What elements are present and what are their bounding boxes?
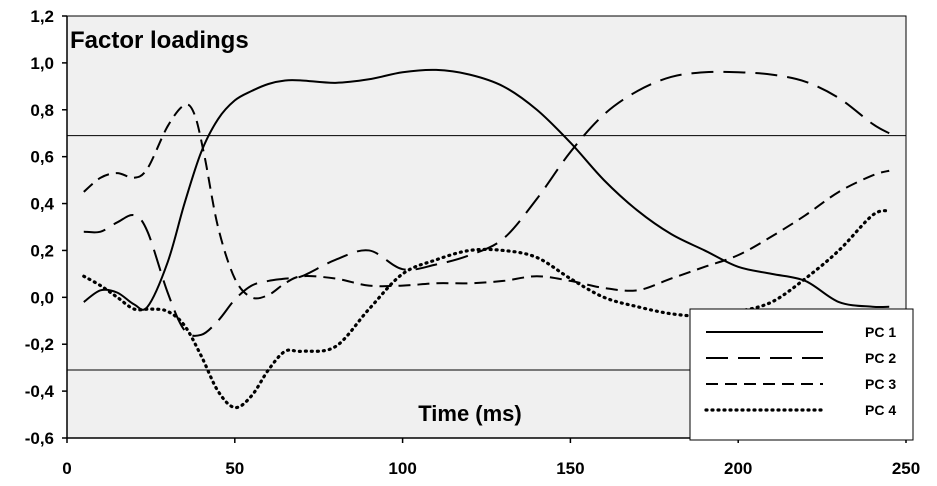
legend: PC 1 PC 2 PC 3 PC 4	[689, 308, 914, 441]
series-line-pc-2	[83, 70, 890, 337]
x-tick-label: 0	[62, 459, 71, 478]
y-tick-label: 1,0	[30, 54, 54, 73]
y-tick-label: -0,2	[25, 335, 54, 354]
y-tick-label: 0,6	[30, 148, 54, 167]
legend-label: PC 3	[865, 376, 896, 392]
series-line-pc-1	[83, 68, 890, 311]
series-line-pc-3	[83, 103, 890, 300]
x-tick-label: 200	[724, 459, 752, 478]
y-tick-label: 0,4	[30, 195, 54, 214]
x-tick-label: 250	[892, 459, 920, 478]
chart-title: Factor loadings	[70, 27, 249, 54]
y-tick-label: 1,2	[30, 7, 54, 26]
legend-box	[689, 308, 914, 441]
y-tick-label: 0,8	[30, 101, 54, 120]
legend-label: PC 4	[865, 402, 896, 418]
legend-label: PC 1	[865, 324, 896, 340]
y-tick-label: 0,0	[30, 288, 54, 307]
x-axis-label: Time (ms)	[418, 401, 522, 426]
x-tick-label: 150	[556, 459, 584, 478]
legend-label: PC 2	[865, 350, 896, 366]
y-tick-label: -0,6	[25, 429, 54, 448]
y-tick-label: 0,2	[30, 241, 54, 260]
x-tick-label: 50	[225, 459, 244, 478]
x-tick-label: 100	[388, 459, 416, 478]
y-tick-label: -0,4	[25, 382, 55, 401]
